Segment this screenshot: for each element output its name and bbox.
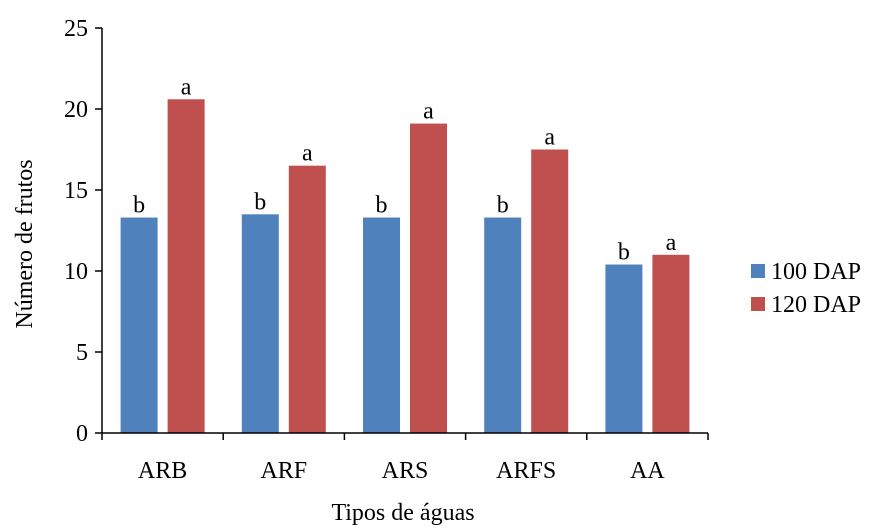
data-labels-group: b b b b b a a a a a — [133, 74, 676, 265]
x-tick-label: AA — [630, 458, 665, 484]
y-tick-label: 10 — [64, 259, 88, 285]
x-tick-label: ARFS — [496, 458, 556, 484]
data-label: a — [544, 125, 555, 151]
bar — [531, 149, 569, 433]
data-label: a — [181, 74, 192, 100]
y-tick-label: 25 — [64, 16, 88, 42]
bar — [605, 264, 643, 433]
bar — [167, 99, 205, 433]
y-tick-label: 20 — [64, 97, 88, 123]
legend-swatch — [751, 264, 765, 278]
x-tick-label: ARS — [382, 458, 429, 484]
bar — [652, 254, 690, 433]
data-label: b — [133, 193, 145, 219]
x-axis-ticks: ARB ARF ARS ARFS AA — [101, 433, 709, 484]
legend-swatch — [751, 297, 765, 311]
bar — [363, 217, 400, 433]
data-label: a — [302, 141, 313, 167]
y-tick-label: 15 — [64, 178, 88, 204]
legend-label: 100 DAP — [771, 259, 861, 285]
bar — [120, 217, 158, 433]
x-tick-label: ARB — [138, 458, 187, 484]
bar — [241, 214, 279, 433]
x-axis-title: Tipos de águas — [331, 500, 474, 526]
data-label: a — [666, 230, 677, 256]
y-axis-title: Número de frutos — [12, 159, 38, 328]
data-label: b — [497, 193, 509, 219]
legend-label: 120 DAP — [771, 292, 861, 318]
data-label: b — [618, 240, 630, 266]
x-tick-label: ARF — [260, 458, 307, 484]
bar — [288, 165, 326, 433]
y-tick-label: 0 — [76, 421, 88, 447]
data-label: a — [423, 99, 434, 125]
bar — [410, 123, 447, 433]
data-label: b — [254, 189, 266, 215]
y-tick-label: 5 — [76, 340, 88, 366]
bars-group — [120, 99, 690, 433]
legend: 100 DAP 120 DAP — [751, 259, 861, 318]
y-axis-ticks: 0 5 10 15 20 25 — [64, 16, 102, 447]
data-label: b — [376, 193, 388, 219]
bar — [484, 217, 522, 433]
